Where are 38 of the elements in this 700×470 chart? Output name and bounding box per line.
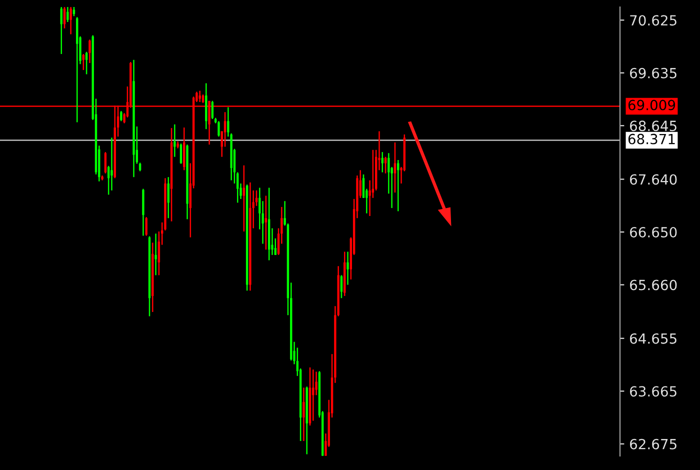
y-tick-label: 66.650 [630,226,677,238]
candlestick [154,232,157,276]
y-tick-label: 62.675 [630,438,676,450]
candlestick [72,7,76,17]
candlestick [145,216,148,236]
candlestick [211,100,214,120]
candlestick [312,368,314,422]
candlestick [394,142,396,194]
candlestick [346,251,349,286]
candlestick [82,53,85,71]
ref-line-label: 69.009 [628,100,676,110]
y-tick-label: 65.660 [630,280,677,290]
candlestick [85,51,88,75]
y-tick-label: 68.645 [630,120,676,132]
candlestick [120,110,122,122]
candlestick [110,137,113,192]
y-tick-label: 64.655 [630,333,676,344]
candlestick [88,38,91,64]
candlestick [180,142,182,164]
candlestick [224,111,226,148]
y-tick-label: 67.640 [630,174,677,185]
ref-line-label: 68.371 [628,134,675,144]
y-tick-label: 70.625 [630,15,676,26]
candlestick [242,164,246,232]
candlestick [218,120,220,138]
candlestick [70,7,72,35]
y-tick-label: 69.635 [630,68,676,78]
candlestick [397,159,400,212]
candlestick [174,124,176,158]
candlestick [63,7,66,29]
candlestick [60,7,62,55]
candlestick [104,151,107,174]
candlestick [264,195,268,250]
candlestick [198,90,201,103]
candlestick [66,7,69,23]
candlestick [167,176,170,219]
candlestick [302,387,305,442]
y-tick-label: 63.665 [630,386,676,397]
